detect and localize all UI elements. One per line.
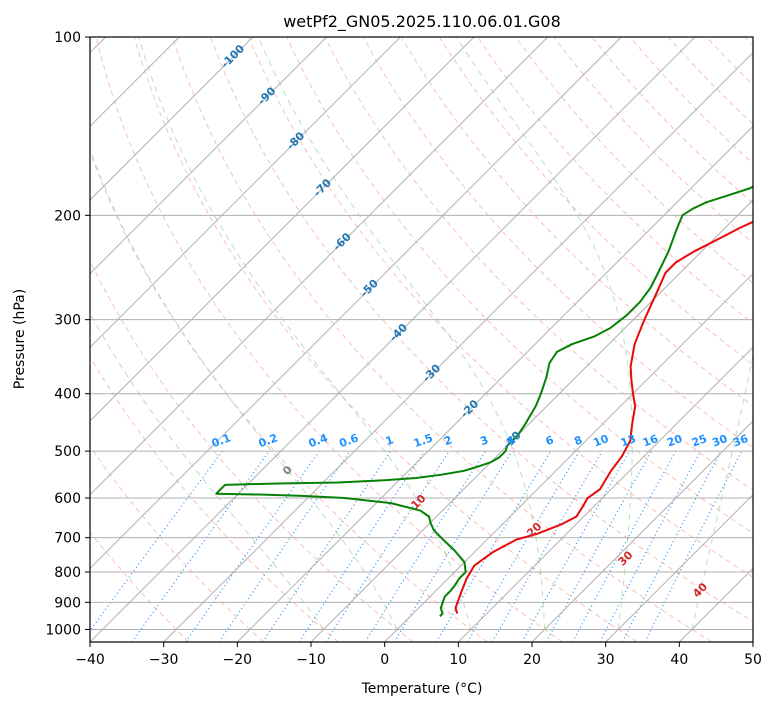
mixing-ratio-line (521, 450, 631, 642)
dry-adiabat-line (248, 37, 753, 578)
dry-adiabat-line (210, 37, 753, 623)
x-tick-label: 50 (744, 652, 762, 668)
mixing-ratio-label: 13 (619, 432, 638, 449)
mixing-ratio-label: 3 (478, 433, 490, 448)
isotherm-gridline (90, 37, 328, 275)
dry-adiabat-line (90, 259, 414, 642)
mixing-ratio-label: 8 (572, 433, 584, 448)
mixing-ratio-label: 1.5 (412, 431, 435, 450)
dry-adiabat-line (95, 37, 563, 642)
y-axis: 100 200 300 400 500 600 700 800 900 1000 (45, 30, 90, 638)
x-tick-label: 20 (523, 652, 541, 668)
mixing-ratio-line (364, 450, 486, 642)
mixing-ratio-label: 20 (665, 432, 684, 450)
dry-adiabat-line (439, 37, 753, 366)
y-tick-label: 100 (54, 30, 81, 46)
x-axis-title: Temperature (°C) (361, 681, 483, 697)
mixing-ratio-line (572, 450, 677, 642)
isotherm-gridline (457, 346, 753, 642)
y-tick-label: 900 (54, 595, 81, 611)
isotherm-gridline (90, 37, 254, 201)
temperature-profile-line (454, 220, 753, 614)
dry-adiabat-line (133, 37, 638, 642)
mixing-ratio-label: 0.2 (257, 431, 280, 450)
y-tick-label: 500 (54, 444, 81, 460)
x-tick-label: 30 (597, 652, 615, 668)
mixing-ratio-label: 1 (384, 433, 396, 448)
mixing-ratio-label: 16 (641, 432, 660, 450)
mixing-ratio-label: 10 (592, 432, 611, 450)
moist-adiabat-line (90, 147, 398, 630)
dry-adiabat-line (90, 531, 190, 642)
mixing-ratio-line (466, 450, 580, 642)
mixing-ratio-label: 6 (544, 433, 556, 448)
dry-adiabat-line (90, 356, 339, 642)
isotherm-gridline (531, 420, 753, 642)
x-axis: −40 −30 −20 −10 0 10 20 30 40 50 (75, 642, 762, 668)
moist-adiabat-line (691, 353, 753, 630)
y-tick-label: 300 (54, 313, 81, 329)
moist-adiabat-line (455, 37, 633, 630)
x-tick-label: 0 (380, 652, 389, 668)
mixing-ratio-label: 4 (505, 433, 517, 448)
dry-adiabat-line (324, 37, 753, 491)
mixing-ratio-line (185, 450, 320, 642)
y-tick-label: 800 (54, 565, 81, 581)
dry-adiabat-line (286, 37, 753, 534)
isotherm-gridline (90, 37, 549, 496)
y-tick-label: 700 (54, 531, 81, 547)
mixing-ratio-label: 36 (731, 432, 750, 450)
moist-adiabat-line (257, 37, 546, 630)
isotherm-gridline (90, 37, 475, 422)
mixing-ratio-label: 0.6 (338, 431, 361, 450)
mixing-ratio-line (491, 450, 603, 642)
y-axis-title: Pressure (hPa) (12, 289, 28, 389)
x-tick-label: 10 (449, 652, 467, 668)
moist-adiabat-line (138, 37, 472, 630)
x-tick-label: −10 (296, 652, 326, 668)
y-tick-label: 200 (54, 208, 81, 224)
mixing-ratio-label: 30 (710, 432, 729, 450)
isotherm-gridline (605, 493, 753, 642)
isotherm-gridline (90, 37, 622, 570)
y-tick-label: 1000 (45, 622, 81, 638)
dry-adiabat-line (400, 37, 753, 407)
y-tick-label: 600 (54, 491, 81, 507)
x-tick-label: −40 (75, 652, 105, 668)
isotherm-gridline (236, 125, 753, 642)
isotherm-gridline (163, 51, 753, 642)
mixing-ratio-label: 25 (690, 432, 709, 449)
plot-frame (89, 36, 754, 643)
isotherm-gridline (90, 37, 401, 349)
mixing-ratio-label: 0.1 (210, 431, 233, 450)
isotherm-gridline (310, 199, 753, 642)
chart-title: wetPf2_GN05.2025.110.06.01.G08 (283, 12, 561, 32)
y-tick-label: 400 (54, 387, 81, 403)
mixing-ratio-line (435, 450, 552, 642)
dewpoint-profile-line (215, 185, 753, 617)
x-tick-label: 40 (670, 652, 688, 668)
mixing-ratio-label: 0.4 (307, 431, 330, 450)
x-tick-label: −20 (223, 652, 253, 668)
x-tick-label: −30 (149, 652, 179, 668)
isotherm-gridline (90, 37, 696, 642)
mixing-ratio-label: 2 (442, 433, 454, 448)
isotherm-gridline (384, 272, 753, 642)
